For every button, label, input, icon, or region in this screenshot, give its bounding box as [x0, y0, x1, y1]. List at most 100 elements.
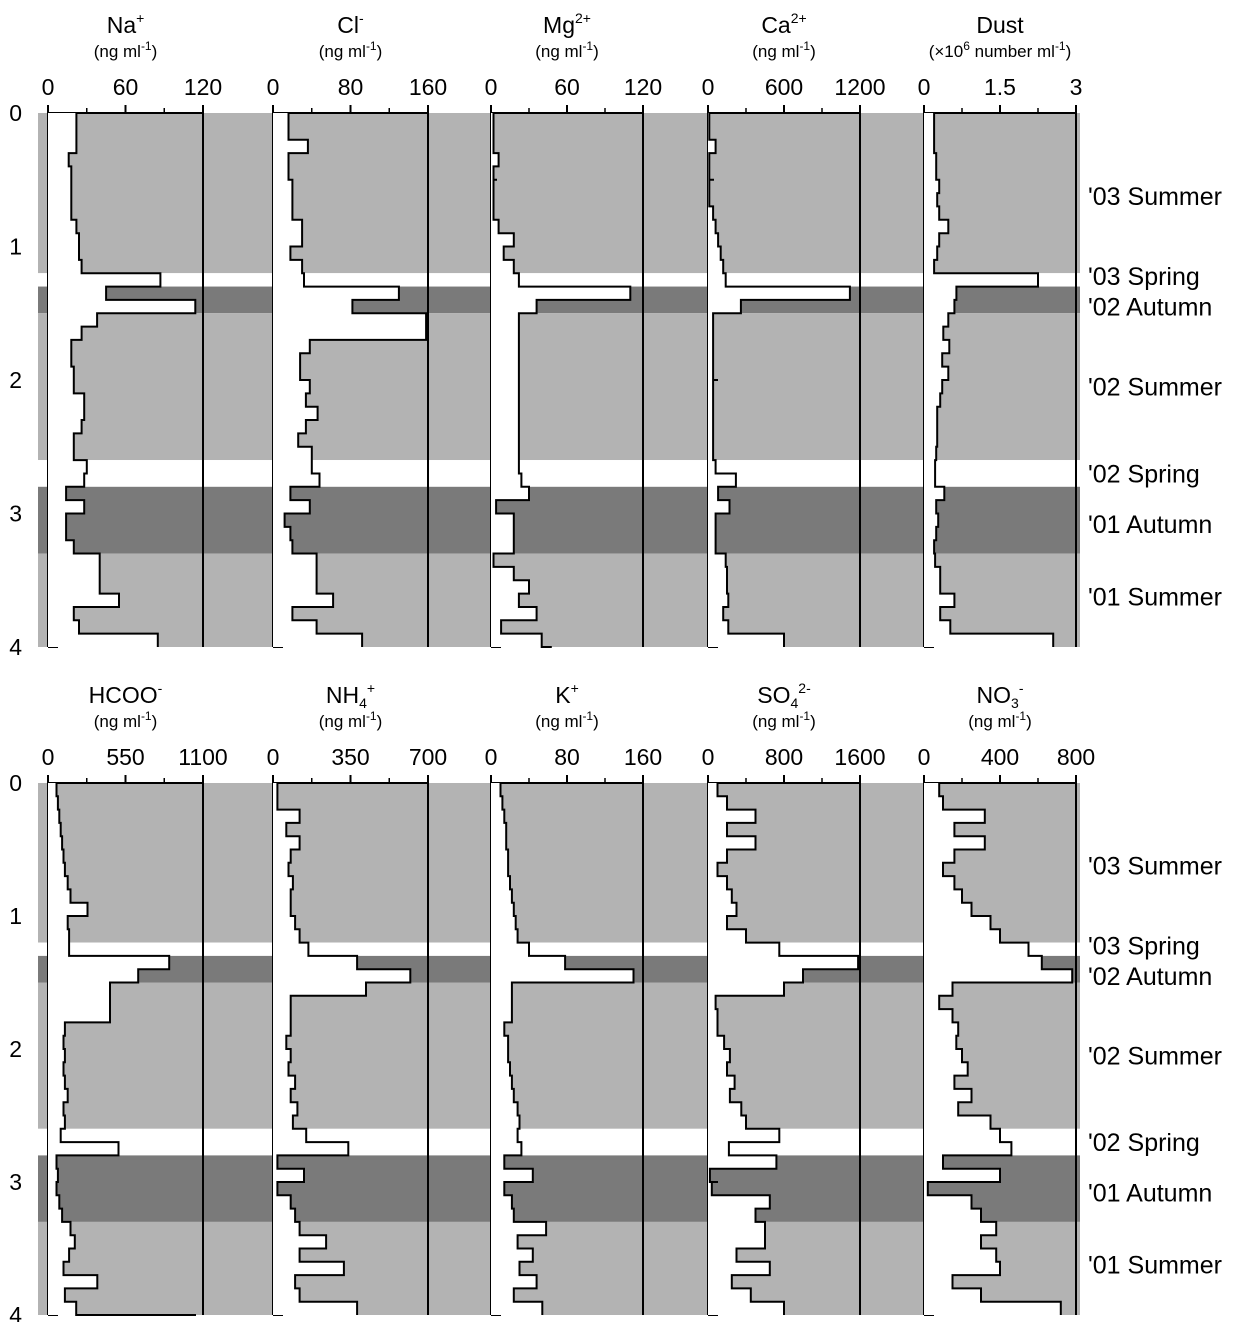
season-band-summer [38, 982, 1080, 1129]
depth-tick-label: 3 [9, 501, 22, 527]
x-tick-label: 80 [338, 74, 364, 100]
season-label: '03 Spring [1088, 263, 1200, 291]
x-tick-label: 0 [42, 74, 55, 100]
x-tick-label: 0 [267, 744, 280, 770]
panel-Cl-: Cl-(ng ml-1) 0 80 160 [267, 10, 447, 648]
season-label: '02 Summer [1088, 374, 1222, 402]
x-tick-label: 1.5 [984, 74, 1016, 100]
x-tick-label: 0 [702, 744, 715, 770]
panel-row-2: 0 1 2 3 4 '03 Summer '03 Spring '02 Autumn '02 S… [9, 680, 1222, 1322]
x-tick-label: 0 [485, 74, 498, 100]
panel-title: NO3- [977, 680, 1024, 711]
x-tick-label: 60 [554, 74, 580, 100]
season-band-autumn [38, 1155, 1080, 1222]
panel-title: Dust [976, 12, 1024, 38]
panel-unit: (ng ml-1) [535, 39, 599, 61]
x-tick-label: 120 [184, 74, 222, 100]
depth-tick-label: 4 [9, 1302, 22, 1322]
x-tick-label: 160 [624, 744, 662, 770]
profile-fill-Ca2+ [708, 113, 850, 647]
x-tick-label: 0 [918, 744, 931, 770]
x-tick-label: 1600 [834, 744, 885, 770]
profile-line-Ca2+ [708, 113, 851, 647]
season-label: '02 Spring [1088, 1129, 1200, 1157]
panel-unit: (ng ml-1) [968, 709, 1032, 731]
x-tick-label: 80 [554, 744, 580, 770]
x-tick-label: 700 [409, 744, 447, 770]
panel-title: Mg2+ [543, 10, 591, 38]
depth-tick-label: 0 [9, 770, 22, 796]
season-label: '01 Autumn [1088, 511, 1212, 539]
depth-tick-label: 1 [9, 234, 22, 260]
season-label: '01 Summer [1088, 583, 1222, 611]
profile-line-HCOO- [55, 783, 196, 1316]
season-label: '03 Spring [1088, 932, 1200, 960]
x-tick-label: 160 [409, 74, 447, 100]
panel-title: HCOO- [89, 680, 163, 708]
x-tick-label: 3 [1070, 74, 1083, 100]
profile-fill-Na+ [48, 113, 196, 647]
season-label: '03 Summer [1088, 183, 1222, 211]
panel-HCOO-: HCOO-(ng ml-1) 0 550 1100 [42, 680, 228, 1316]
season-band-summer [38, 313, 1080, 461]
panel-NO3-: NO3-(ng ml-1) 0 400 800 [918, 680, 1095, 1316]
season-label: '02 Autumn [1088, 294, 1212, 322]
panel-title: Cl- [337, 10, 364, 38]
panel-unit: (ng ml-1) [535, 709, 599, 731]
panel-title: SO42- [757, 680, 811, 711]
x-tick-label: 60 [113, 74, 139, 100]
x-tick-label: 0 [702, 74, 715, 100]
x-tick-label: 0 [42, 744, 55, 770]
season-band-summer [38, 553, 1080, 647]
season-label: '02 Autumn [1088, 963, 1212, 991]
profile-line-K+ [499, 783, 635, 1315]
profile-line-Cl- [283, 113, 428, 647]
panel-Mg2+: Mg2+(ng ml-1) 0 60 120 [485, 10, 662, 648]
x-tick-label: 600 [765, 74, 803, 100]
panel-unit: (ng ml-1) [94, 39, 158, 61]
profile-fill-Dust [924, 113, 1054, 647]
panel-unit: (ng ml-1) [752, 39, 816, 61]
x-tick-label: 800 [1057, 744, 1095, 770]
x-tick-label: 0 [485, 744, 498, 770]
panel-unit: (×106 number ml-1) [929, 39, 1072, 61]
panel-row-1: 0 1 2 3 4 '03 Summer '03 Spring '02 Autumn '02 S… [9, 10, 1222, 660]
season-band-autumn [38, 486, 1080, 554]
profile-line-SO42- [708, 783, 860, 1315]
x-tick-label: 120 [624, 74, 662, 100]
season-band-summer [38, 113, 1080, 274]
depth-tick-label: 2 [9, 1036, 22, 1062]
depth-tick-label: 3 [9, 1169, 22, 1195]
depth-tick-label: 2 [9, 367, 22, 393]
profile-line-Mg2+ [492, 113, 632, 648]
season-label: '02 Summer [1088, 1043, 1222, 1071]
profile-line-NH4+ [276, 783, 412, 1315]
profile-line-Dust [933, 113, 1055, 647]
x-tick-label: 350 [331, 744, 369, 770]
panel-title: NH4+ [326, 680, 375, 711]
season-label: '01 Autumn [1088, 1180, 1212, 1208]
x-tick-label: 1200 [834, 74, 885, 100]
x-tick-label: 0 [267, 74, 280, 100]
panel-unit: (ng ml-1) [319, 709, 383, 731]
season-label: '01 Summer [1088, 1251, 1222, 1279]
panel-Na+: Na+(ng ml-1) 0 60 120 [42, 10, 222, 648]
panel-unit: (ng ml-1) [752, 709, 816, 731]
panel-unit: (ng ml-1) [94, 709, 158, 731]
profile-fill-SO42- [708, 783, 859, 1315]
depth-tick-label: 1 [9, 903, 22, 929]
x-tick-label: 400 [981, 744, 1019, 770]
profile-line-NO3- [926, 783, 1074, 1315]
depth-tick-label: 4 [9, 634, 22, 660]
season-band-spring [38, 460, 1080, 487]
panel-unit: (ng ml-1) [319, 39, 383, 61]
panel-title: Na+ [107, 10, 145, 38]
panel-title: Ca2+ [761, 10, 806, 38]
season-band-summer [38, 783, 1080, 943]
panel-Dust: Dust(×106 number ml-1) 0 1.5 3 [918, 12, 1083, 648]
panel-Ca2+: Ca2+(ng ml-1) 0 600 1200 [702, 10, 886, 648]
x-tick-label: 0 [918, 74, 931, 100]
panel-SO42-: SO42-(ng ml-1) 0 800 1600 [702, 680, 886, 1316]
panel-title: K+ [555, 680, 579, 708]
